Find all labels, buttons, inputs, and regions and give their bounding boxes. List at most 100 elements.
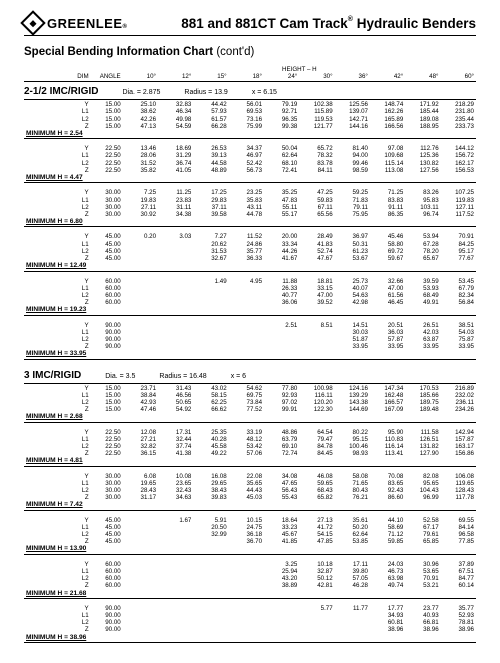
value-cell: 43.11 <box>229 204 264 211</box>
value-cell: 22.50 <box>95 436 123 443</box>
value-cell: 31.43 <box>158 385 193 392</box>
value-cell: 61.57 <box>193 116 228 123</box>
value-cell: 22.50 <box>95 167 123 174</box>
value-cell: 70.91 <box>441 233 476 240</box>
value-cell: 94.00 <box>335 152 370 159</box>
value-cell <box>123 248 158 255</box>
dim-cell: L1 <box>24 480 95 487</box>
value-cell <box>158 292 193 299</box>
value-cell: 39.13 <box>193 152 228 159</box>
value-cell: 36.03 <box>370 329 405 336</box>
value-cell <box>123 568 158 575</box>
value-cell: 91.11 <box>370 204 405 211</box>
value-cell: 30.00 <box>95 487 123 494</box>
value-cell: 44.42 <box>193 101 228 108</box>
value-cell: 45.00 <box>95 538 123 545</box>
size-label: 3 IMC/RIGID <box>24 370 81 381</box>
value-cell <box>123 292 158 299</box>
value-cell: 79.11 <box>335 204 370 211</box>
value-cell: 233.73 <box>441 123 476 130</box>
value-cell: 30.00 <box>95 211 123 218</box>
value-cell: 1.67 <box>158 517 193 524</box>
value-cell: 25.94 <box>264 568 299 575</box>
dim-cell: Z <box>24 538 95 545</box>
value-cell: 20.50 <box>193 524 228 531</box>
value-cell: 70.91 <box>405 575 440 582</box>
value-cell: 65.56 <box>299 211 334 218</box>
col-header: 42° <box>370 73 405 80</box>
value-cell <box>229 336 264 343</box>
value-cell: 37.11 <box>193 204 228 211</box>
value-cell: 57.87 <box>370 336 405 343</box>
data-block-table: Y22.5012.0817.3125.3533.1948.8664.5480.2… <box>24 429 476 465</box>
value-cell <box>123 255 158 262</box>
table-row: Z90.0033.9533.9533.9533.95 <box>24 343 476 350</box>
value-cell: 58.15 <box>193 392 228 399</box>
value-cell: 171.92 <box>405 101 440 108</box>
size-params: Dia. = 2.875Radius = 13.9x = 6.15 <box>122 89 276 96</box>
value-cell: 30.00 <box>95 480 123 487</box>
dim-cell: L2 <box>24 575 95 582</box>
value-cell <box>123 575 158 582</box>
value-cell: 78.20 <box>405 248 440 255</box>
value-cell: 59.67 <box>370 255 405 262</box>
value-cell: 107.25 <box>441 189 476 196</box>
value-cell: 41.83 <box>299 241 334 248</box>
value-cell: 31.11 <box>158 204 193 211</box>
value-cell <box>229 605 264 612</box>
value-cell: 84.78 <box>299 443 334 450</box>
value-cell <box>193 329 228 336</box>
value-cell: 59.83 <box>299 197 334 204</box>
value-cell: 36.15 <box>123 450 158 457</box>
table-row: Z15.0047.4654.9266.6277.5299.91122.30144… <box>24 406 476 413</box>
height-label: HEIGHT – H <box>123 66 476 73</box>
value-cell: 31.29 <box>158 152 193 159</box>
table-row: Y45.000.203.037.2711.5220.0028.4936.9745… <box>24 233 476 240</box>
value-cell: 50.20 <box>335 524 370 531</box>
value-cell: 51.87 <box>335 336 370 343</box>
value-cell: 83.65 <box>370 480 405 487</box>
value-cell: 35.25 <box>264 189 299 196</box>
value-cell: 22.50 <box>95 450 123 457</box>
value-cell <box>193 292 228 299</box>
data-block-table: Y45.000.203.037.2711.5220.0028.4936.9745… <box>24 233 476 269</box>
value-cell <box>229 582 264 589</box>
value-cell: 72.41 <box>264 167 299 174</box>
value-cell: 60.00 <box>95 575 123 582</box>
value-cell: 43.02 <box>193 385 228 392</box>
value-cell <box>229 619 264 626</box>
table-row: L190.0030.0336.0342.0354.03 <box>24 329 476 336</box>
value-cell: 15.00 <box>95 123 123 130</box>
value-cell: 7.25 <box>123 189 158 196</box>
value-cell: 77.67 <box>441 255 476 262</box>
value-cell: 2.51 <box>264 322 299 329</box>
value-cell: 25.73 <box>335 278 370 285</box>
value-cell: 5.91 <box>193 517 228 524</box>
value-cell: 42.03 <box>405 329 440 336</box>
value-cell <box>264 336 299 343</box>
value-cell: 126.51 <box>405 436 440 443</box>
value-cell <box>158 626 193 633</box>
minimum-row: MINIMUM H = 2.68 <box>24 413 476 421</box>
table-row: Y15.0025.1032.8344.4256.0179.19102.38125… <box>24 101 476 108</box>
value-cell: 75.95 <box>335 211 370 218</box>
value-cell: 97.08 <box>370 145 405 152</box>
value-cell: 5.77 <box>299 605 334 612</box>
value-cell: 62.25 <box>193 399 228 406</box>
value-cell: 53.85 <box>335 538 370 545</box>
value-cell: 63.79 <box>264 436 299 443</box>
value-cell: 82.08 <box>405 473 440 480</box>
value-cell: 66.28 <box>193 123 228 130</box>
value-cell <box>193 336 228 343</box>
table-row: L260.0040.7747.0054.6361.5668.4982.34 <box>24 292 476 299</box>
table-row: Z45.0032.6736.3341.6747.6753.6759.6765.6… <box>24 255 476 262</box>
value-cell <box>158 538 193 545</box>
value-cell: 57.93 <box>193 108 228 115</box>
value-cell: 58.69 <box>370 524 405 531</box>
value-cell: 42.93 <box>123 399 158 406</box>
value-cell: 47.25 <box>299 189 334 196</box>
value-cell: 90.00 <box>95 612 123 619</box>
value-cell: 44.78 <box>229 211 264 218</box>
value-cell: 11.52 <box>229 233 264 240</box>
logo-diamond-icon <box>20 10 45 35</box>
